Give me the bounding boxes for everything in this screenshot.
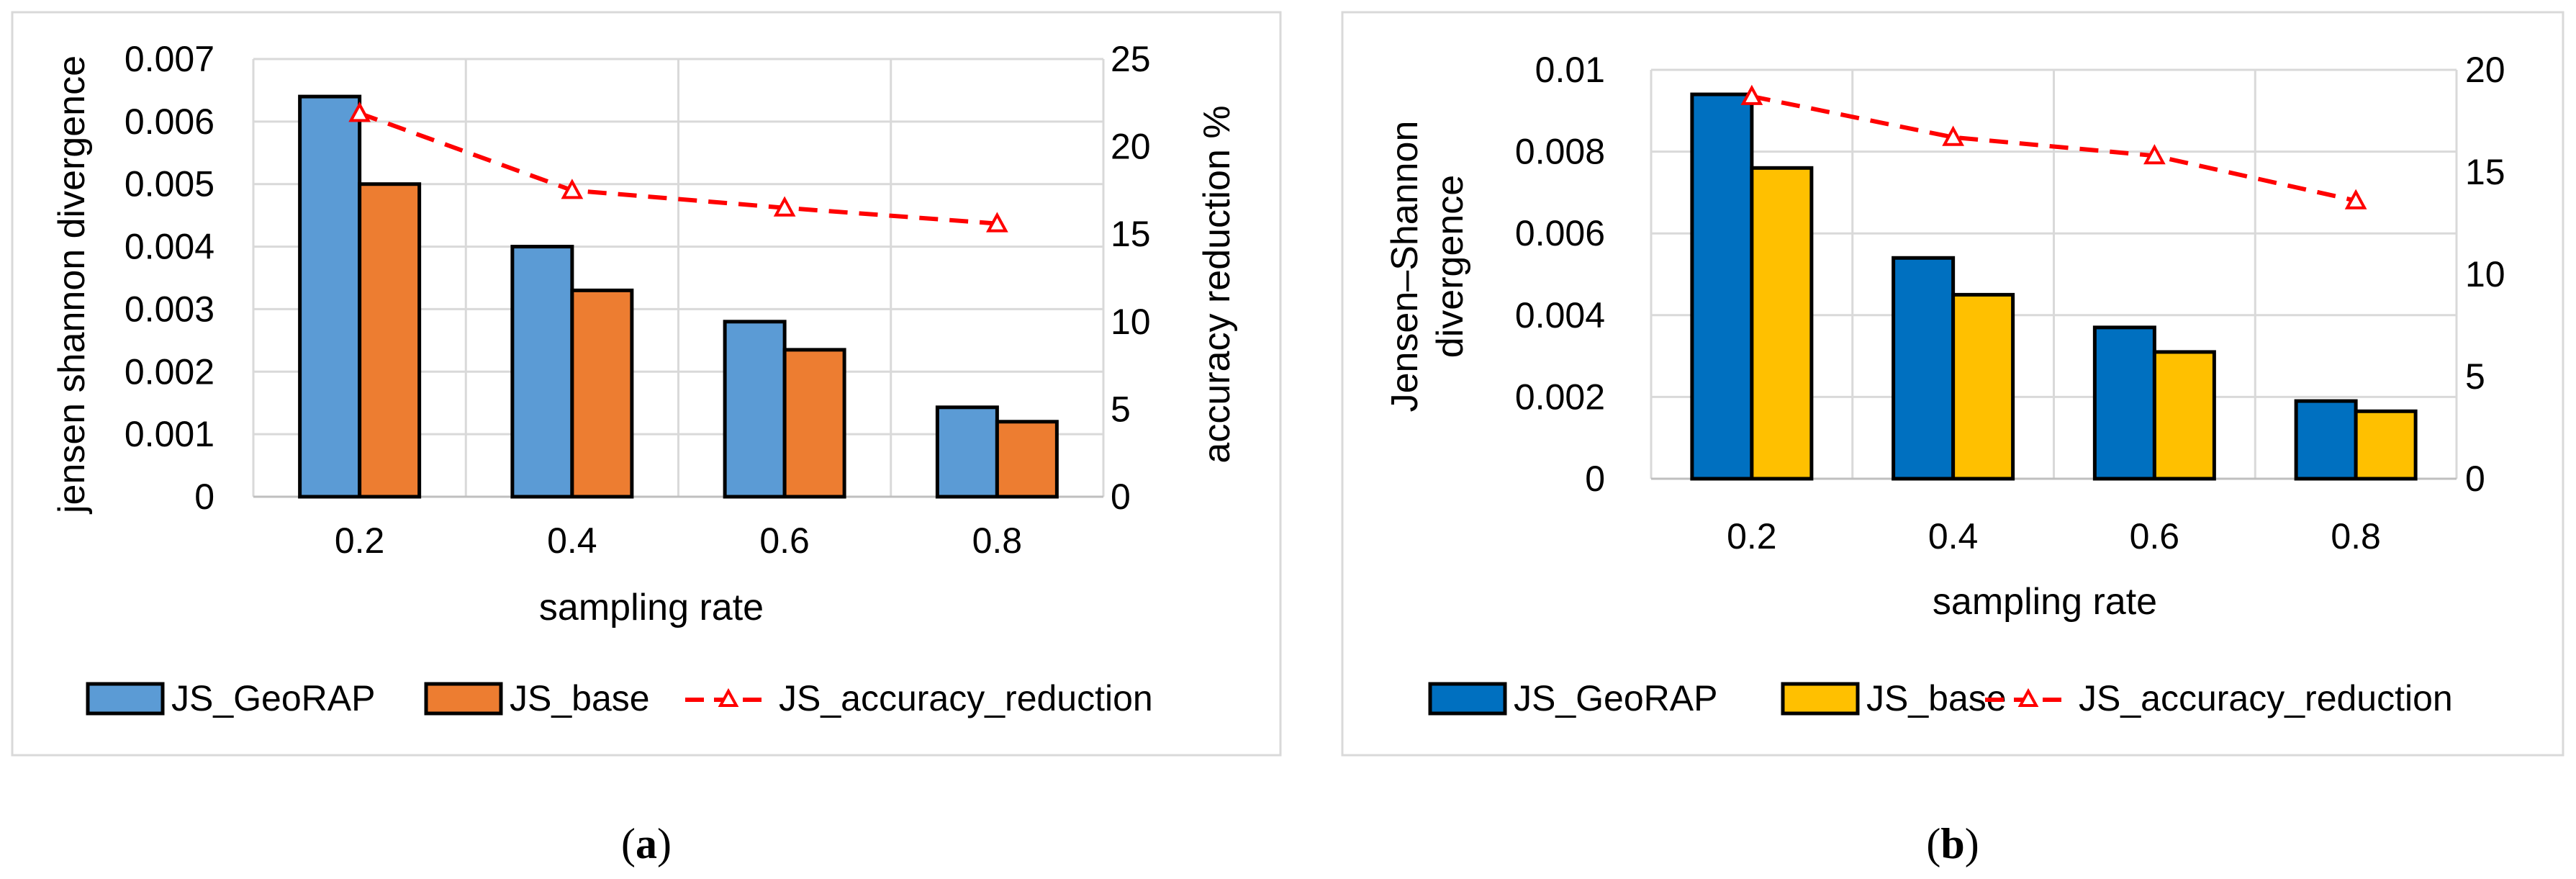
panel-b-legend-label-reduction: JS_accuracy_reduction (2079, 678, 2453, 718)
panel-b-bar-js-georap-0.4 (1892, 256, 1956, 481)
panel-b-line-marker-0.8 (2344, 189, 2367, 209)
panel-a-legend: JS_GeoRAP JS_base JS_accuracy_reduction (86, 678, 1153, 718)
panel-a-legend-label-reduction: JS_accuracy_reduction (779, 678, 1153, 718)
panel-a-bar-js-base-0.8 (995, 420, 1059, 499)
panel-a: 0 0.001 0.002 0.003 0.004 0.005 0.006 0.007 0 5 1… (11, 11, 1282, 867)
panel-b-y-tick-label: 0.006 (1515, 213, 1605, 253)
panel-b-bar-js-base-0.6 (2152, 350, 2216, 481)
panel-b-y2-tick-label: 20 (2465, 50, 2505, 90)
panel-b-legend-label-georap: JS_GeoRAP (1514, 678, 1717, 718)
panel-a-bars (298, 94, 1059, 499)
panel-a-bar-js-base-0.2 (358, 182, 422, 499)
panel-a-y-tick-label: 0.004 (125, 227, 214, 267)
panel-b-caption: (b) (1926, 820, 1979, 867)
panel-a-y-tick-label: 0.002 (125, 351, 214, 392)
panel-b-legend-marker (2017, 688, 2039, 707)
panel-b-bar-js-base-0.4 (1951, 292, 2015, 481)
panel-b-x-tick-label: 0.8 (2331, 516, 2381, 556)
panel-a-x-tick-label: 0.8 (972, 520, 1023, 561)
panel-b-x-ticks: 0.2 0.4 0.6 0.8 (1727, 516, 2381, 556)
panel-a-caption-letter: a (636, 820, 657, 867)
panel-a-y2-axis-title: accuracy reduction % (1196, 105, 1238, 463)
panel-a-y-tick-label: 0 (194, 477, 214, 517)
panel-a-line-series (348, 102, 1008, 233)
panel-b-legend-swatch-base (1781, 682, 1860, 716)
panel-a-x-ticks: 0.2 0.4 0.6 0.8 (335, 520, 1022, 561)
panel-a-y-tick-label: 0.001 (125, 414, 214, 454)
panel-a-line-js-accuracy-reduction (358, 111, 998, 226)
panel-a-x-tick-label: 0.6 (759, 520, 810, 561)
panel-b-x-tick-label: 0.2 (1727, 516, 1777, 556)
panel-a-y2-tick-label: 0 (1111, 477, 1131, 517)
panel-a-y2-tick-label: 25 (1111, 39, 1151, 79)
panel-a-y-tick-label: 0.003 (125, 289, 214, 329)
panel-a-bar-js-georap-0.8 (935, 405, 999, 499)
panel-b-y-tick-label: 0.002 (1515, 377, 1605, 417)
panel-a-line-marker-0.4 (561, 179, 584, 199)
panel-a-legend-swatch-georap (86, 682, 165, 716)
panel-a-frame (11, 11, 1282, 757)
panel-b-bar-js-base-0.2 (1750, 166, 1814, 481)
panel-b-line-series (1740, 84, 2367, 209)
panel-b-y-axis-title-line-2: divergence (1429, 175, 1471, 358)
panel-a-legend-label-base: JS_base (510, 678, 650, 718)
panel-b-legend-label-base: JS_base (1866, 678, 2007, 718)
panel-a-y2-tick-label: 20 (1111, 127, 1151, 167)
panel-b-legend-swatch-georap (1428, 682, 1507, 716)
panel-a-x-axis-title: sampling rate (539, 587, 764, 628)
panel-b-caption-letter: b (1940, 820, 1964, 867)
panel-b-bar-js-base-0.8 (2354, 409, 2418, 481)
panel-b-y2-tick-label: 0 (2465, 459, 2485, 499)
panel-b-bar-js-georap-0.2 (1690, 92, 1754, 481)
panel-b-bars (1690, 92, 2418, 481)
panel-b-y2-tick-label: 15 (2465, 152, 2505, 192)
panel-a-left-ticks: 0 0.001 0.002 0.003 0.004 0.005 0.006 0.007 (125, 39, 214, 517)
panel-a-y2-tick-label: 15 (1111, 214, 1151, 254)
panel-a-line-marker-0.8 (986, 212, 1008, 233)
panel-a-x-tick-label: 0.4 (547, 520, 597, 561)
panel-b-line-js-accuracy-reduction (1751, 94, 2356, 203)
panel-b-left-ticks: 0 0.002 0.004 0.006 0.008 0.01 (1515, 50, 1605, 499)
panel-a-line-marker-0.2 (348, 102, 371, 122)
panel-a-line-marker-0.6 (773, 196, 796, 217)
panel-b-line-marker-0.6 (2143, 144, 2166, 165)
panel-a-y-tick-label: 0.006 (125, 102, 214, 142)
panel-a-legend-label-georap: JS_GeoRAP (171, 678, 375, 718)
panel-a-right-ticks: 0 5 10 15 20 25 (1111, 39, 1151, 517)
panel-b-y-tick-label: 0.01 (1535, 50, 1605, 90)
panel-a-bar-js-base-0.6 (782, 348, 846, 499)
panel-b-x-axis-title: sampling rate (1933, 581, 2157, 623)
panel-a-y2-tick-label: 5 (1111, 389, 1131, 429)
panel-b-line-marker-0.2 (1740, 84, 1763, 105)
panel-a-y-axis-title: jensen shannon divergence (51, 55, 93, 515)
panel-b-y-axis-title-line-1: Jensen–Shannon (1384, 121, 1426, 413)
panel-a-legend-swatch-base (424, 682, 503, 716)
panel-a-bar-js-georap-0.4 (510, 245, 574, 499)
panel-a-bar-js-georap-0.6 (723, 320, 787, 499)
panel-b-y-tick-label: 0.008 (1515, 132, 1605, 172)
panel-a-x-tick-label: 0.2 (335, 520, 385, 561)
panel-b-y2-tick-label: 5 (2465, 356, 2485, 397)
panel-a-caption: (a) (621, 820, 672, 867)
panel-b-bar-js-georap-0.8 (2294, 399, 2358, 481)
panel-b-line-marker-0.4 (1942, 125, 1964, 146)
panel-a-legend-marker (718, 688, 739, 707)
panel-a-y-tick-label: 0.005 (125, 164, 214, 204)
panel-b-x-tick-label: 0.4 (1928, 516, 1979, 556)
panel-b-bar-js-georap-0.6 (2092, 325, 2156, 481)
panel-a-bar-js-georap-0.2 (298, 94, 362, 499)
panel-a-bar-js-base-0.4 (570, 288, 634, 499)
panel-b-y2-tick-label: 10 (2465, 254, 2505, 294)
panel-a-y-tick-label: 0.007 (125, 39, 214, 79)
panel-b-y-tick-label: 0 (1585, 459, 1605, 499)
panel-b-legend: JS_GeoRAP JS_base JS_accuracy_reduction (1428, 678, 2453, 718)
panel-b-x-tick-label: 0.6 (2130, 516, 2180, 556)
panel-a-y2-tick-label: 10 (1111, 302, 1151, 342)
panel-b-right-ticks: 0 5 10 15 20 (2465, 50, 2505, 499)
panel-b-y-tick-label: 0.004 (1515, 295, 1605, 335)
